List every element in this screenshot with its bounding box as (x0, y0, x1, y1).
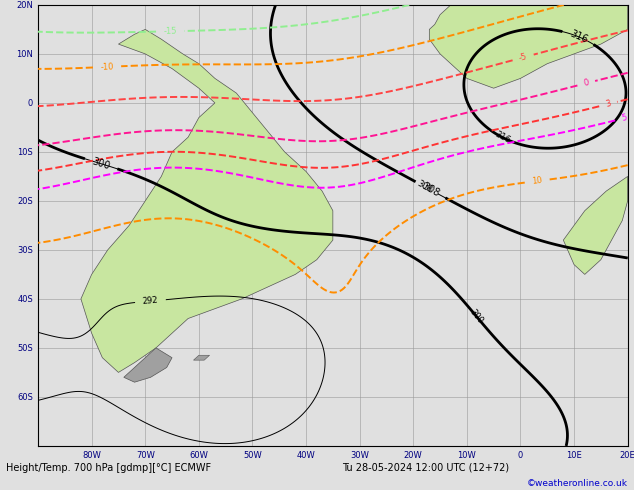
Text: ©weatheronline.co.uk: ©weatheronline.co.uk (527, 479, 628, 488)
Text: 316: 316 (568, 28, 589, 45)
Text: 5: 5 (621, 113, 628, 123)
Polygon shape (193, 355, 210, 360)
Text: -15: -15 (164, 26, 177, 36)
Polygon shape (564, 176, 628, 274)
Text: 300: 300 (468, 308, 485, 326)
Text: 292: 292 (142, 296, 158, 306)
Text: 10: 10 (531, 176, 543, 186)
Polygon shape (429, 5, 628, 88)
Point (515, 99, 526, 107)
Polygon shape (81, 29, 333, 372)
Text: -10: -10 (100, 62, 114, 72)
Text: 300: 300 (91, 156, 112, 172)
Text: 3: 3 (604, 99, 612, 109)
Text: -5: -5 (518, 52, 528, 63)
Polygon shape (124, 348, 172, 382)
Text: 316: 316 (494, 130, 512, 146)
Text: 308: 308 (420, 181, 441, 198)
Text: Tu 28-05-2024 12:00 UTC (12+72): Tu 28-05-2024 12:00 UTC (12+72) (342, 463, 510, 473)
Text: Height/Temp. 700 hPa [gdmp][°C] ECMWF: Height/Temp. 700 hPa [gdmp][°C] ECMWF (6, 463, 212, 473)
Text: 0: 0 (583, 78, 590, 88)
Text: 308: 308 (415, 179, 434, 195)
